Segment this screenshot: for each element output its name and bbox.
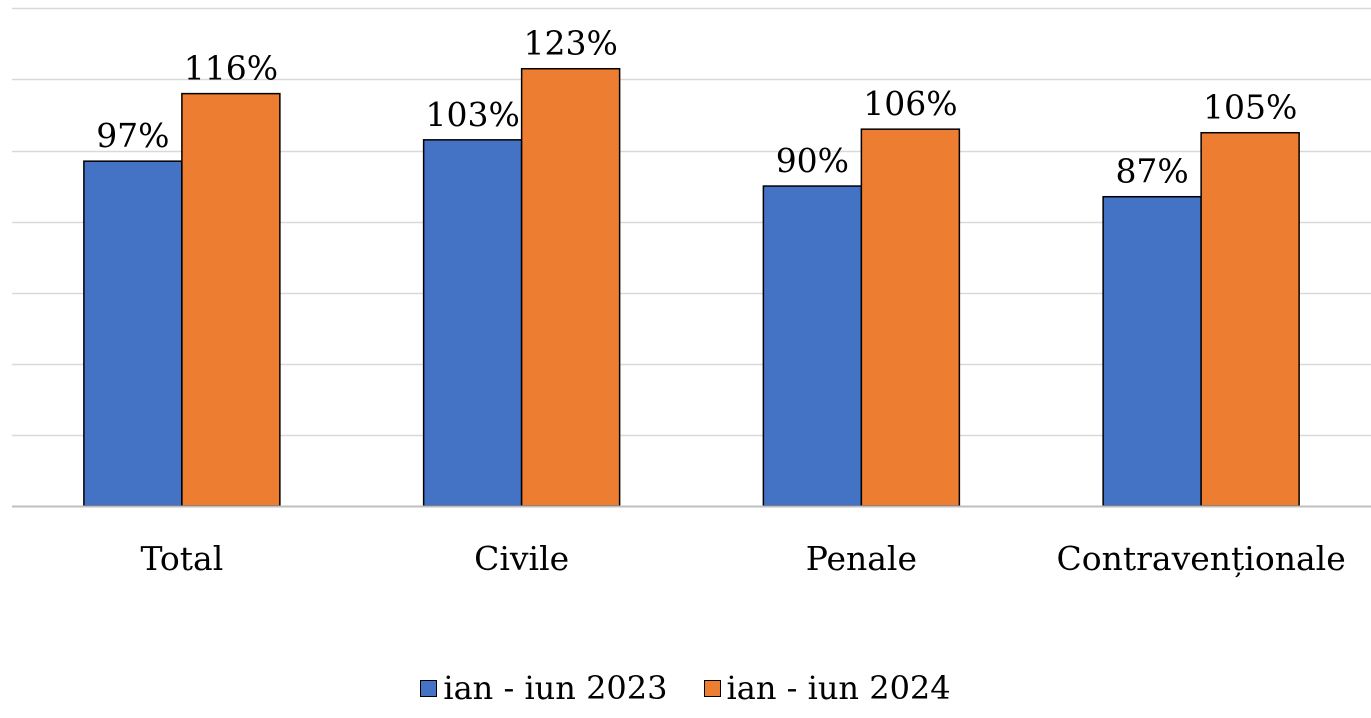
category-label-1: Total — [140, 539, 223, 578]
bar-2-2 — [520, 67, 621, 507]
category-label-4: Contravenționale — [1057, 539, 1346, 578]
bar-2-1 — [181, 92, 281, 507]
data-label-2-1: 116% — [184, 49, 278, 88]
legend-swatch-series-1 — [420, 679, 438, 697]
legend-label-series-2: ian - iun 2024 — [726, 669, 951, 707]
data-label-1-2: 103% — [425, 95, 519, 134]
legend: ian - iun 2023 ian - iun 2024 — [0, 672, 1371, 704]
bars — [12, 67, 1371, 508]
legend-swatch-series-2 — [703, 679, 721, 697]
category-label-2: Civile — [474, 539, 569, 578]
bar-2-3 — [860, 128, 961, 507]
bar-1-1 — [83, 160, 183, 507]
legend-label-series-1: ian - iun 2023 — [443, 669, 668, 707]
data-label-1-3: 90% — [776, 141, 849, 180]
data-label-1-4: 87% — [1115, 152, 1188, 191]
category-label-3: Penale — [806, 539, 917, 578]
bar-1-3 — [762, 185, 863, 507]
data-label-2-4: 105% — [1203, 88, 1297, 127]
data-label-1-1: 97% — [96, 116, 169, 155]
category-labels: Total Civile Penale Contravenționale — [140, 539, 1345, 578]
data-label-2-2: 123% — [523, 24, 617, 63]
bar-1-4 — [1102, 195, 1202, 507]
bar-2-4 — [1200, 131, 1300, 507]
bar-1-2 — [422, 139, 523, 507]
data-labels: 97% 116% 103%123% 90% 106% 87% 105% — [96, 24, 1297, 191]
legend-item-series-1: ian - iun 2023 — [420, 669, 668, 707]
data-label-2-3: 106% — [863, 84, 957, 123]
legend-item-series-2: ian - iun 2024 — [703, 669, 951, 707]
